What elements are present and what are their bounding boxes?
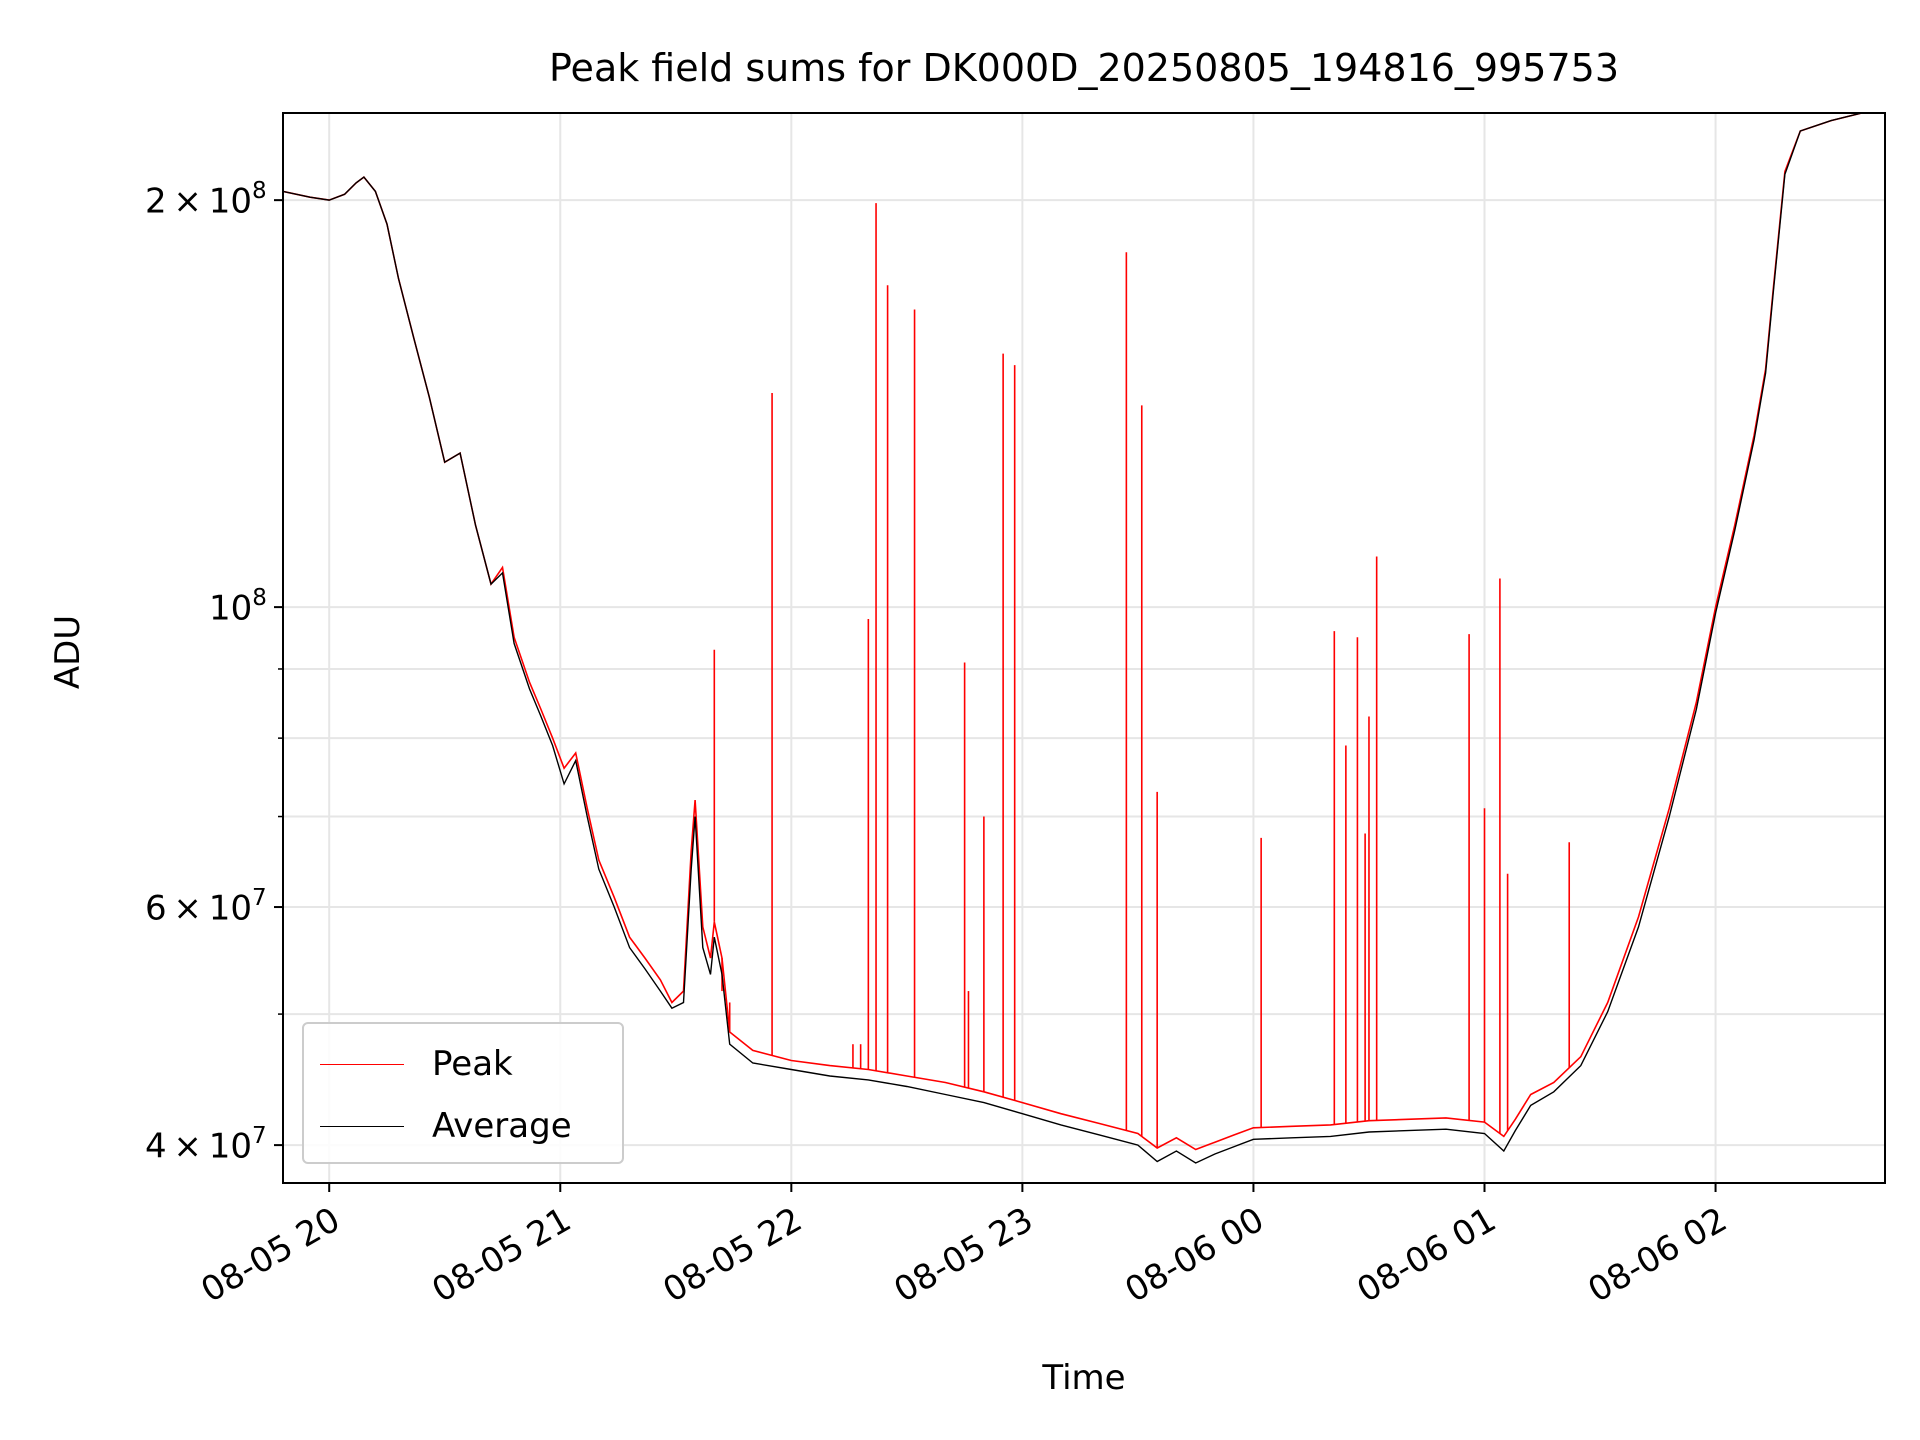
legend-swatch-peak — [320, 1063, 404, 1065]
legend-label-peak: Peak — [432, 1044, 513, 1084]
series-line-peak — [283, 113, 1885, 1151]
y-tick-label: 4 × 107 — [145, 1122, 267, 1166]
chart-title: Peak field sums for DK000D_20250805_1948… — [549, 46, 1619, 90]
series-lines — [283, 113, 1885, 1164]
series-line-average — [283, 113, 1885, 1164]
y-tick-label: 108 — [209, 584, 267, 628]
legend-entry-average: Average — [304, 1106, 572, 1146]
y-tick-label: 6 × 107 — [145, 884, 267, 928]
legend: Peak Average — [302, 1022, 624, 1164]
legend-swatch-average — [320, 1125, 404, 1127]
legend-label-average: Average — [432, 1106, 572, 1146]
grid-lines — [283, 113, 1885, 1183]
y-axis-label: ADU — [48, 614, 88, 690]
plot-frame — [282, 112, 1886, 1184]
y-tick-label: 2 × 108 — [145, 177, 267, 221]
x-axis-label: Time — [1042, 1358, 1126, 1398]
axis-ticks — [274, 199, 1717, 1192]
legend-entry-peak: Peak — [304, 1044, 513, 1084]
